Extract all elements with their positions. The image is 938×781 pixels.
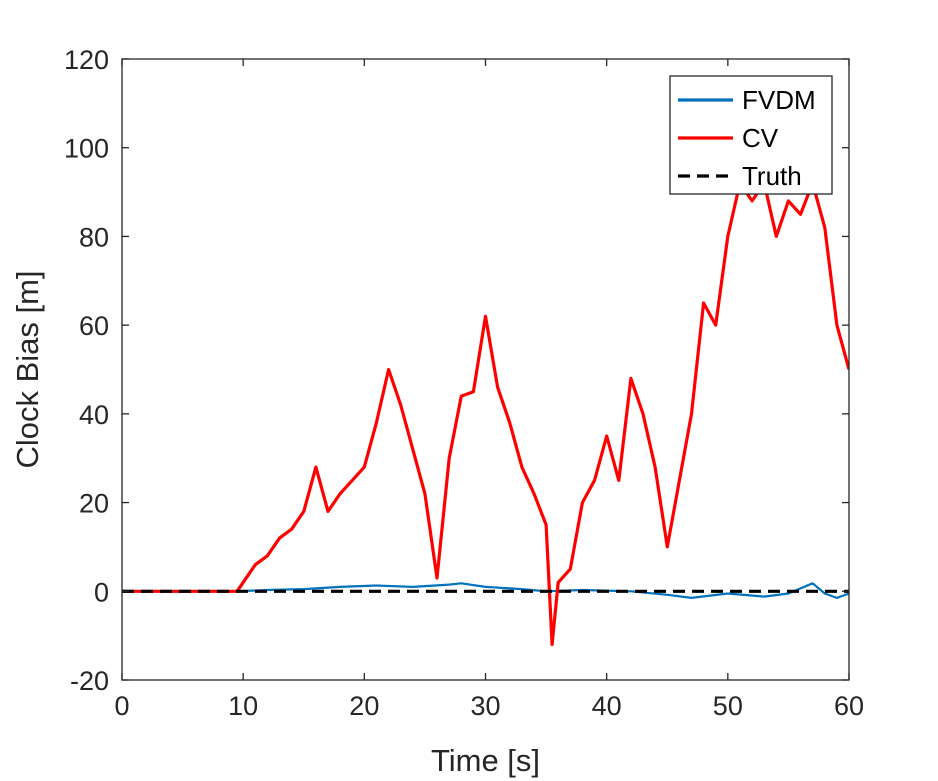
y-tick-label: -20 bbox=[70, 666, 109, 696]
y-axis-label: Clock Bias [m] bbox=[10, 270, 45, 468]
axis-ticks bbox=[121, 58, 850, 681]
x-axis-label: Time [s] bbox=[431, 743, 540, 778]
y-tick-label: 0 bbox=[94, 577, 109, 607]
y-tick-label: 20 bbox=[79, 489, 109, 519]
legend-label-cv: CV bbox=[742, 123, 779, 153]
y-tick-label: 120 bbox=[64, 45, 109, 75]
y-tick-label: 80 bbox=[79, 222, 109, 252]
y-tick-label: 100 bbox=[64, 134, 109, 164]
x-tick-label: 20 bbox=[349, 691, 379, 721]
x-tick-label: 40 bbox=[592, 691, 622, 721]
series-layer bbox=[122, 181, 849, 647]
y-tick-labels: -20 0 20 40 60 80 100 120 bbox=[64, 45, 109, 696]
x-tick-label: 30 bbox=[470, 691, 500, 721]
legend-box bbox=[669, 75, 833, 195]
x-tick-label: 10 bbox=[228, 691, 258, 721]
legend-label-fvdm: FVDM bbox=[742, 85, 816, 115]
x-tick-label: 60 bbox=[834, 691, 864, 721]
legend-label-truth: Truth bbox=[742, 161, 802, 191]
x-tick-labels: 0 10 20 30 40 50 60 bbox=[114, 691, 864, 721]
x-tick-label: 50 bbox=[713, 691, 743, 721]
series-line-cv bbox=[122, 181, 849, 647]
x-tick-label: 0 bbox=[114, 691, 129, 721]
legend: FVDM CV Truth bbox=[669, 75, 833, 195]
y-tick-label: 40 bbox=[79, 400, 109, 430]
y-tick-label: 60 bbox=[79, 311, 109, 341]
